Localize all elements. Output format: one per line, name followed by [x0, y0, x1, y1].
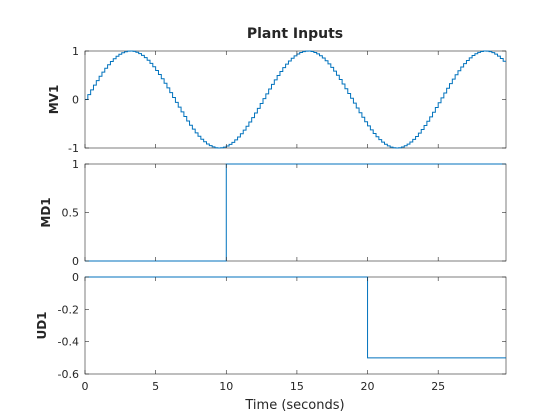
ytick-label-ud1-3: -0.6	[58, 368, 79, 381]
ytick-label-md1-1: 0.5	[62, 207, 80, 220]
xtick-label-2: 10	[219, 380, 233, 393]
ytick-label-mv1-0: 1	[72, 45, 79, 58]
axes-ud1-yticks: 0 -0.2 -0.4 -0.6	[58, 271, 506, 381]
ytick-label-ud1-1: -0.2	[58, 303, 79, 316]
axes-mv1: 1 0 -1 MV1	[47, 45, 507, 155]
xtick-label-4: 20	[361, 380, 375, 393]
axes-ud1: 0 -0.2 -0.4 -0.6 UD1	[35, 271, 507, 381]
axes-mv1-frame	[84, 50, 507, 149]
x-tick-labels: 0 5 10 15 20 25	[82, 380, 446, 393]
xtick-label-5: 25	[431, 380, 445, 393]
ytick-label-md1-2: 0	[72, 255, 79, 268]
axes-md1-frame	[84, 163, 507, 262]
xtick-label-3: 15	[290, 380, 304, 393]
axes-ud1-frame	[84, 276, 507, 375]
x-axis-label: Time (seconds)	[244, 398, 344, 413]
ytick-label-mv1-2: -1	[68, 142, 79, 155]
series-mv1-line	[85, 50, 506, 149]
axes-md1: 10.50 MD1	[39, 158, 507, 268]
ylabel-mv1: MV1	[47, 85, 61, 115]
ylabel-ud1: UD1	[35, 311, 49, 339]
xtick-label-0: 0	[82, 380, 89, 393]
ytick-label-ud1-2: -0.4	[58, 336, 79, 349]
axes-md1-yticks: 10.50	[62, 158, 506, 268]
ylabel-md1: MD1	[39, 197, 53, 227]
ytick-label-md1-0: 1	[72, 158, 79, 171]
axes-mv1-yticks: 1 0 -1	[68, 45, 506, 155]
chart-title: Plant Inputs	[247, 26, 343, 42]
ytick-label-mv1-1: 0	[72, 94, 79, 107]
ytick-label-ud1-0: 0	[72, 271, 79, 284]
xtick-label-1: 5	[152, 380, 159, 393]
